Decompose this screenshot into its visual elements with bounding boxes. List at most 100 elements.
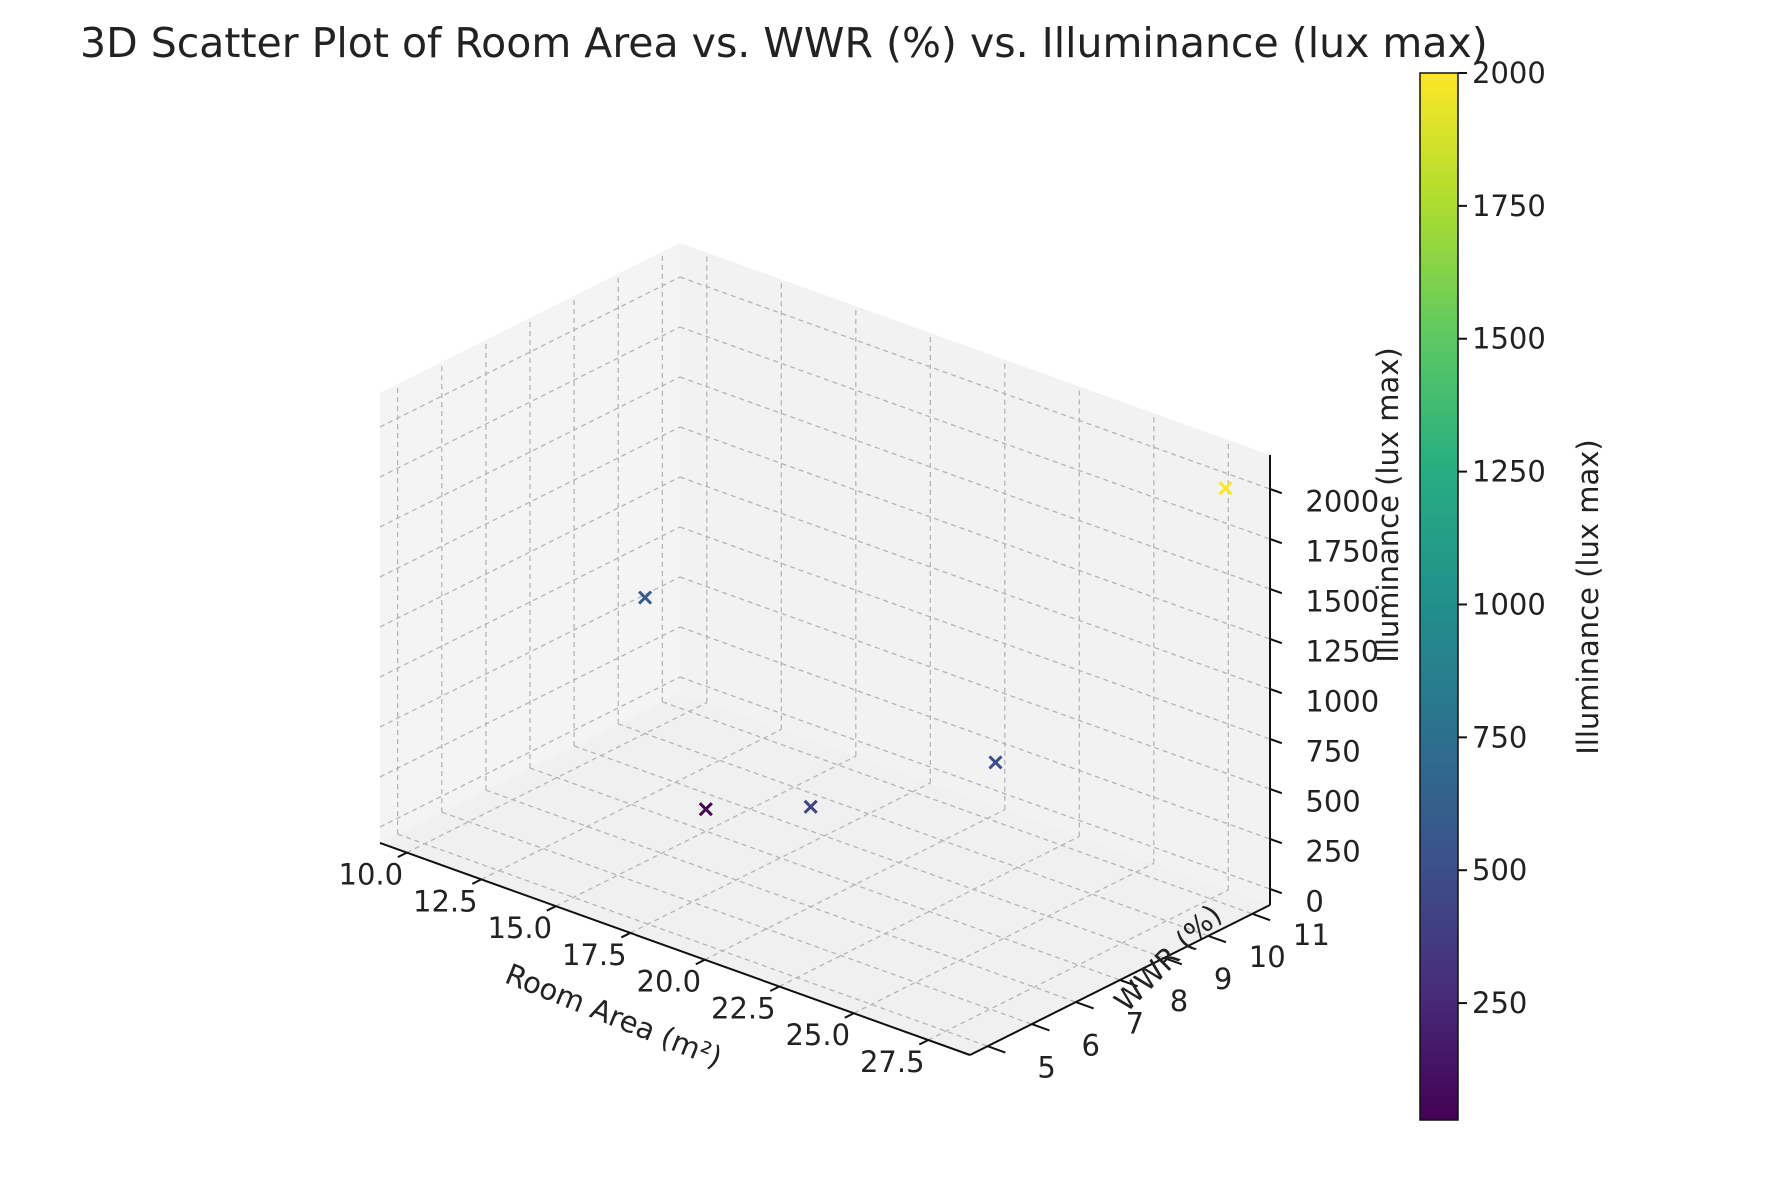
z-tick-label: 250 xyxy=(1305,835,1360,869)
y-tick-mark xyxy=(1252,912,1271,922)
y-tick-label: 6 xyxy=(1082,1028,1100,1062)
grid-line xyxy=(679,676,1271,890)
y-tick-mark xyxy=(1075,1001,1094,1010)
x-tick-label: 17.5 xyxy=(562,938,627,972)
colorbar-tick-label: 2000 xyxy=(1472,56,1546,90)
floor-pane xyxy=(380,693,1270,1055)
grid-line xyxy=(573,745,1165,959)
z-tick-mark xyxy=(1269,788,1283,795)
back-pane xyxy=(680,243,1270,905)
z-tick-label: 1750 xyxy=(1305,535,1379,569)
x-tick-label: 22.5 xyxy=(711,991,776,1025)
x-tick-mark xyxy=(844,1012,855,1019)
grid-line xyxy=(679,626,1271,840)
y-tick-label: 5 xyxy=(1037,1050,1055,1084)
grid-line xyxy=(779,835,1080,988)
z-tick-mark xyxy=(1269,888,1283,895)
y-tick-label: 9 xyxy=(1214,962,1232,996)
grid-line xyxy=(379,326,681,478)
grid-line xyxy=(853,862,1155,1014)
y-tick-mark xyxy=(1031,1023,1050,1032)
scatter-point xyxy=(698,802,713,817)
grid-line xyxy=(679,576,1271,790)
colorbar-gradient xyxy=(1419,72,1459,1121)
grid-line xyxy=(618,723,1209,937)
grid-line xyxy=(397,833,988,1047)
x-tick-mark xyxy=(769,985,780,992)
axes: 10.012.515.017.520.022.525.027.5 56789101… xyxy=(339,455,1379,1084)
x-tick-mark xyxy=(546,905,557,912)
x-tick-mark xyxy=(695,958,706,966)
z-tick-label: 1000 xyxy=(1305,685,1379,719)
y-tick-mark xyxy=(1119,979,1139,988)
grid-lines xyxy=(379,251,1271,1047)
colorbar-tick-label: 750 xyxy=(1472,720,1527,754)
grid-line xyxy=(481,728,782,880)
z-axis-label: Illuminance (lux max) xyxy=(1371,347,1405,663)
grid-line xyxy=(379,676,681,828)
grid-line xyxy=(679,526,1271,740)
colorbar-ticks: 250 500 750 1000 1250 1500 1750 2000 xyxy=(1458,56,1546,1020)
x-tick-label: 12.5 xyxy=(413,884,478,918)
grid-line xyxy=(485,789,1077,1003)
x-tick-mark xyxy=(620,932,631,939)
colorbar-tick-label: 1750 xyxy=(1472,189,1546,223)
z-tick-label: 750 xyxy=(1305,735,1360,769)
grid-line xyxy=(679,476,1271,690)
z-tick-mark xyxy=(1269,538,1283,545)
z-tick-label: 0 xyxy=(1305,885,1323,919)
z-tick-mark xyxy=(1269,488,1283,495)
x-tick-label: 27.5 xyxy=(860,1045,925,1079)
grid-line xyxy=(406,702,708,854)
y-tick-mark xyxy=(1207,934,1227,944)
grid-line xyxy=(379,526,681,678)
chart-title: 3D Scatter Plot of Room Area vs. WWR (%)… xyxy=(80,19,1488,67)
y-tick-mark xyxy=(987,1045,1006,1054)
z-tick-mark xyxy=(1269,738,1283,745)
grid-line xyxy=(379,476,681,628)
grid-line xyxy=(630,782,931,934)
x-tick-mark xyxy=(471,878,482,885)
grid-line xyxy=(662,701,1253,915)
grid-line xyxy=(679,426,1271,640)
grid-line xyxy=(379,626,681,778)
colorbar-tick-label: 1500 xyxy=(1472,322,1546,356)
grid-line xyxy=(441,811,1032,1025)
y-tick-label: 10 xyxy=(1249,940,1286,974)
scatter-point xyxy=(988,755,1003,770)
scatter-point xyxy=(803,799,818,814)
z-tick-mark xyxy=(1269,688,1283,695)
grid-line xyxy=(679,276,1271,490)
grid-line xyxy=(379,576,681,728)
colorbar-tick-label: 500 xyxy=(1472,853,1527,887)
grid-line xyxy=(379,276,681,428)
y-tick-label: 7 xyxy=(1126,1006,1144,1040)
scatter-point xyxy=(1218,481,1233,496)
x-tick-label: 10.0 xyxy=(339,858,404,892)
colorbar: 250 500 750 1000 1250 1500 1750 2000 xyxy=(1419,56,1546,1121)
grid-line xyxy=(379,426,681,578)
grid-line xyxy=(379,376,681,528)
z-tick-label: 2000 xyxy=(1305,485,1379,519)
grid-line xyxy=(704,809,1006,961)
grid-line xyxy=(555,755,857,907)
x-tick-mark xyxy=(918,1039,929,1046)
colorbar-tick-label: 1250 xyxy=(1472,455,1546,489)
colorbar-label: Illuminance (lux max) xyxy=(1571,439,1605,755)
z-tick-mark xyxy=(1269,638,1283,645)
y-tick-label: 11 xyxy=(1293,918,1330,952)
x-axis-line xyxy=(379,842,971,1056)
z-tick-label: 1250 xyxy=(1305,635,1379,669)
z-tick-label: 500 xyxy=(1305,785,1360,819)
y-tick-label: 8 xyxy=(1170,984,1188,1018)
data-points xyxy=(637,481,1233,817)
colorbar-tick-label: 250 xyxy=(1472,986,1527,1020)
z-tick-mark xyxy=(1269,838,1283,845)
x-tick-label: 20.0 xyxy=(637,965,702,999)
grid-line xyxy=(927,889,1229,1041)
x-tick-label: 15.0 xyxy=(488,911,553,945)
scatter-point xyxy=(637,590,653,605)
x-tick-mark xyxy=(397,851,408,859)
y-tick-mark xyxy=(1163,957,1183,966)
